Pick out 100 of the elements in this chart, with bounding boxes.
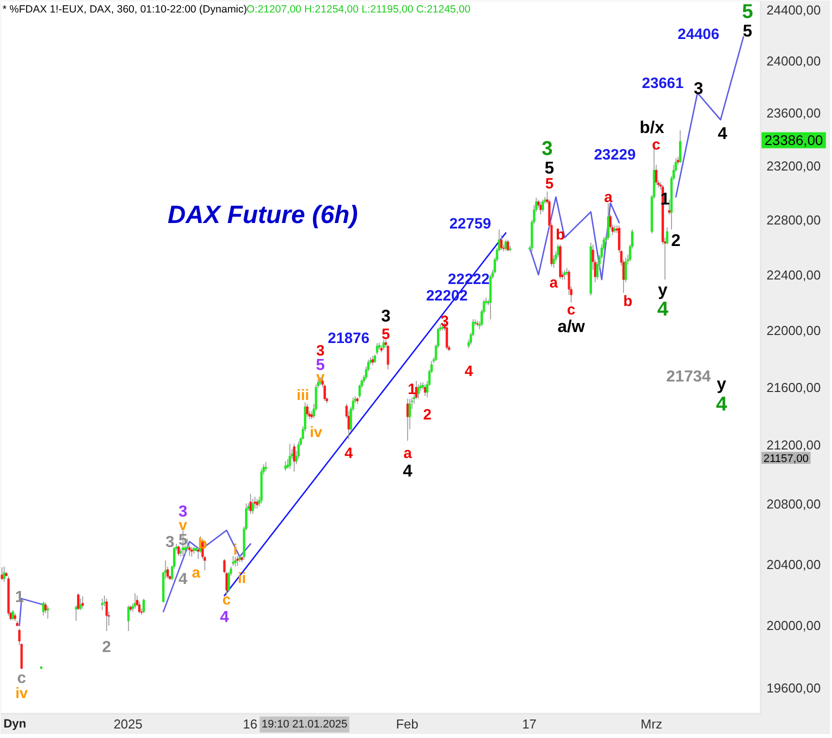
candlestick: [0, 566, 4, 581]
annotation: 2: [423, 406, 432, 424]
text: DAX Future (6h): [168, 201, 358, 230]
annotation: 4: [464, 363, 474, 380]
annotation: 5: [382, 326, 390, 343]
y-tick-label: 20000,00: [766, 618, 821, 634]
line-series: [162, 530, 252, 612]
candlestick: [288, 443, 292, 470]
candlestick: [134, 592, 136, 610]
candlestick: [232, 555, 234, 566]
annotation: 22759: [449, 215, 492, 232]
annotation: 3: [542, 138, 553, 160]
annotation: 5: [742, 21, 752, 40]
candlestick: [376, 342, 378, 356]
candlestick: [539, 201, 542, 216]
annotation: 3: [440, 313, 449, 330]
candlestick: [506, 239, 510, 252]
y-tick-label: 21600,00: [766, 380, 821, 395]
annotation: 3: [694, 79, 704, 98]
y-tick-label: 22000,00: [766, 323, 821, 338]
candlestick: [293, 443, 296, 472]
annotation: 21734: [666, 368, 711, 386]
annotation: * %FDAX 1!-EUX, DAX, 360, 01:10-22:00 (Dynamic): [2, 4, 248, 16]
annotation: y: [716, 374, 727, 394]
annotation: a: [192, 564, 201, 582]
x-tick-label: 2025: [114, 716, 142, 732]
y-tick-label: 23200,00: [766, 158, 821, 174]
annotation: 4: [220, 608, 229, 626]
candlestick: [105, 598, 108, 632]
candlestick: [297, 441, 300, 460]
candlestick: [190, 546, 193, 558]
candlestick: [446, 325, 448, 350]
candlestick: [382, 339, 385, 350]
y-tick-label: 21200,00: [766, 438, 821, 453]
annotation: iv: [310, 424, 323, 442]
annotation: b: [556, 226, 565, 244]
annotation: 2: [102, 638, 112, 656]
annotation: 4: [178, 571, 188, 588]
annotation: 2: [671, 231, 681, 250]
x-tick-label: Mrz: [640, 716, 662, 732]
annotation: 21876: [328, 330, 370, 348]
candlestick: [284, 460, 287, 472]
x-tick-label: Feb: [396, 716, 418, 732]
y-tick-label: 23600,00: [766, 106, 821, 121]
annotation: a: [604, 188, 614, 206]
annotation: c: [652, 136, 660, 154]
text: 21157,00: [764, 452, 809, 465]
annotation: a/w: [557, 316, 586, 336]
annotation: 4: [344, 445, 354, 462]
x-tick-label: 17: [522, 716, 537, 732]
y-tick-label: 20800,00: [766, 496, 821, 512]
y-tick-label: 20400,00: [766, 556, 821, 572]
candlestick: [607, 202, 610, 240]
annotation: 4: [718, 124, 728, 144]
annotation: 23229: [594, 146, 636, 164]
candlestick: [12, 610, 14, 621]
annotation: 4: [402, 461, 413, 480]
candlestick: [177, 544, 180, 556]
annotation: c: [17, 670, 26, 688]
candlestick: [2, 566, 6, 582]
candlestick: [563, 269, 566, 280]
annotation: b: [623, 292, 632, 310]
annotation: iii: [296, 387, 310, 404]
annotation: 1: [408, 380, 416, 398]
candlestick: [46, 606, 49, 620]
annotation: b/x: [640, 118, 665, 137]
annotation: O:21207,00 H:21254,00 L:21195,00 C:21245,00: [246, 4, 471, 16]
annotation: 3: [316, 342, 325, 360]
annotation: 3: [381, 306, 391, 326]
candlestick: [679, 130, 682, 164]
annotation: 1: [14, 588, 24, 606]
annotation: a: [403, 444, 412, 462]
annotation: 4: [716, 393, 728, 416]
candlestick: [127, 605, 130, 632]
annotation: 23661: [642, 74, 684, 92]
text: 19:10 21.01.2025: [262, 718, 348, 730]
annotation: 5: [742, 1, 754, 24]
annotation: 24406: [678, 26, 720, 43]
annotation: a: [550, 274, 559, 292]
text: Dyn: [4, 716, 26, 730]
candlestick: [234, 556, 236, 568]
candlestick: [372, 355, 374, 366]
candlestick: [542, 199, 544, 212]
annotation: i: [233, 542, 238, 559]
candlestick: [142, 598, 145, 614]
y-tick-label: 24000,00: [766, 54, 821, 69]
candlestick: [101, 598, 104, 611]
y-tick-label: 22800,00: [766, 212, 821, 228]
annotation: 4: [657, 298, 670, 321]
candlestick: [324, 384, 326, 402]
candlestick: [42, 601, 45, 616]
annotation: ii: [238, 570, 246, 588]
y-tick-label: 19600,00: [766, 680, 821, 696]
candlestick: [236, 555, 239, 566]
y-tick-label: 24400,00: [766, 2, 821, 18]
annotation: b: [198, 535, 208, 552]
annotation: 3: [165, 534, 174, 551]
y-tick-label: 22400,00: [766, 267, 821, 282]
x-tick-label: 16: [242, 716, 258, 732]
annotation: iv: [15, 685, 29, 702]
